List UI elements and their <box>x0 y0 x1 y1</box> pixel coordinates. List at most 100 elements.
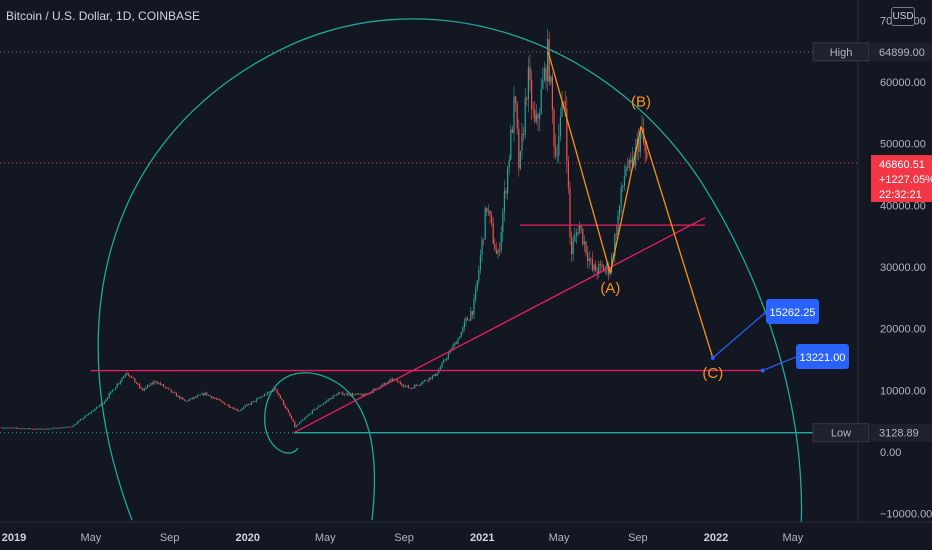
candle-body <box>156 382 158 384</box>
candle-body <box>484 207 486 240</box>
candle-body <box>231 407 233 409</box>
candle-body <box>319 405 321 407</box>
candle-body <box>243 407 245 409</box>
candle-body <box>60 427 62 429</box>
candle-body <box>431 375 433 379</box>
candle-body <box>619 205 621 216</box>
candle-body <box>291 416 293 420</box>
candle-body <box>187 400 189 402</box>
candle-body <box>17 428 19 429</box>
candle-body <box>297 424 299 426</box>
candle-body <box>404 385 406 387</box>
symbol-title: Bitcoin / U.S. Dollar, 1D, COINBASE <box>6 9 201 23</box>
candle-body <box>534 109 536 122</box>
candle-body <box>491 215 493 224</box>
candle-body <box>409 388 411 389</box>
candle-body <box>337 393 339 396</box>
candle-body <box>12 427 14 429</box>
candle-body <box>279 395 281 399</box>
x-tick-label: May <box>782 532 803 544</box>
candle-body <box>462 327 464 333</box>
candle-body <box>323 403 325 405</box>
candle-body <box>635 146 637 166</box>
candle-body <box>518 128 520 169</box>
candle-body <box>540 89 542 114</box>
candle-body <box>473 299 475 315</box>
candle-body <box>286 407 288 410</box>
candle-body <box>591 259 593 270</box>
countdown-value: 22:32:21 <box>879 189 922 201</box>
candle-body <box>572 241 574 255</box>
candle-body <box>622 185 624 188</box>
y-tick-label: 10000.00 <box>880 385 926 397</box>
target-box <box>796 344 849 369</box>
candle-body <box>214 397 216 399</box>
candle-body <box>121 378 123 381</box>
candle-body <box>265 394 267 396</box>
candle-body <box>575 232 577 236</box>
candle-body <box>548 39 550 83</box>
candle-body <box>599 263 601 265</box>
candle-body <box>623 176 625 186</box>
candle-body <box>574 235 576 242</box>
candle-body <box>71 426 73 428</box>
candle-body <box>523 133 525 136</box>
candle-body <box>631 157 633 163</box>
candle-body <box>571 237 573 255</box>
candle-body <box>20 428 22 430</box>
candle-body <box>271 391 273 392</box>
candle-body <box>249 404 251 405</box>
candle-body <box>495 250 497 254</box>
candle-body <box>324 401 326 404</box>
candle-body <box>19 428 21 430</box>
candle-body <box>292 419 294 422</box>
candle-body <box>204 392 206 396</box>
candle-body <box>447 353 449 359</box>
candle-body <box>356 393 358 395</box>
candle-body <box>646 151 648 159</box>
candle-body <box>396 379 398 382</box>
candle-body <box>174 392 176 394</box>
candle-body <box>183 399 185 401</box>
candle-body <box>351 393 353 396</box>
candle-body <box>436 373 438 376</box>
candle-body <box>67 426 69 428</box>
candle-body <box>47 429 49 430</box>
drawings[interactable]: (A) (B) (C) 15262.25 13221.00 <box>90 51 858 434</box>
candle-body <box>246 404 248 406</box>
candle-body <box>532 109 534 110</box>
candle-body <box>59 427 61 429</box>
candle-body <box>233 407 235 410</box>
candle-body <box>57 428 59 430</box>
candle-body <box>23 428 25 430</box>
candle-body <box>145 387 147 389</box>
candle-body <box>28 428 30 429</box>
candle-body <box>252 400 254 402</box>
high-value: 64899.00 <box>879 47 925 59</box>
candle-body <box>382 384 384 386</box>
candle-body <box>420 383 422 385</box>
current-change-value: +1227.05% <box>879 174 932 186</box>
candle-body <box>247 404 249 405</box>
candle-body <box>310 413 312 415</box>
candle-body <box>127 373 129 376</box>
candle-body <box>519 151 521 169</box>
candle-body <box>63 427 65 429</box>
candle-body <box>443 360 445 363</box>
candle-body <box>455 342 457 344</box>
candle-body <box>89 412 91 414</box>
candle-body <box>79 419 81 421</box>
candle-body <box>406 385 408 387</box>
candle-body <box>556 155 558 157</box>
candle-body <box>481 239 483 255</box>
candle-body <box>391 379 393 381</box>
candle-body <box>353 394 355 396</box>
candle-body <box>459 337 461 339</box>
currency-button[interactable]: USD <box>891 7 915 26</box>
candle-body <box>14 427 16 429</box>
candle-body <box>503 190 505 213</box>
candle-body <box>446 358 448 360</box>
candle-body <box>385 383 387 384</box>
candle-body <box>507 167 509 194</box>
